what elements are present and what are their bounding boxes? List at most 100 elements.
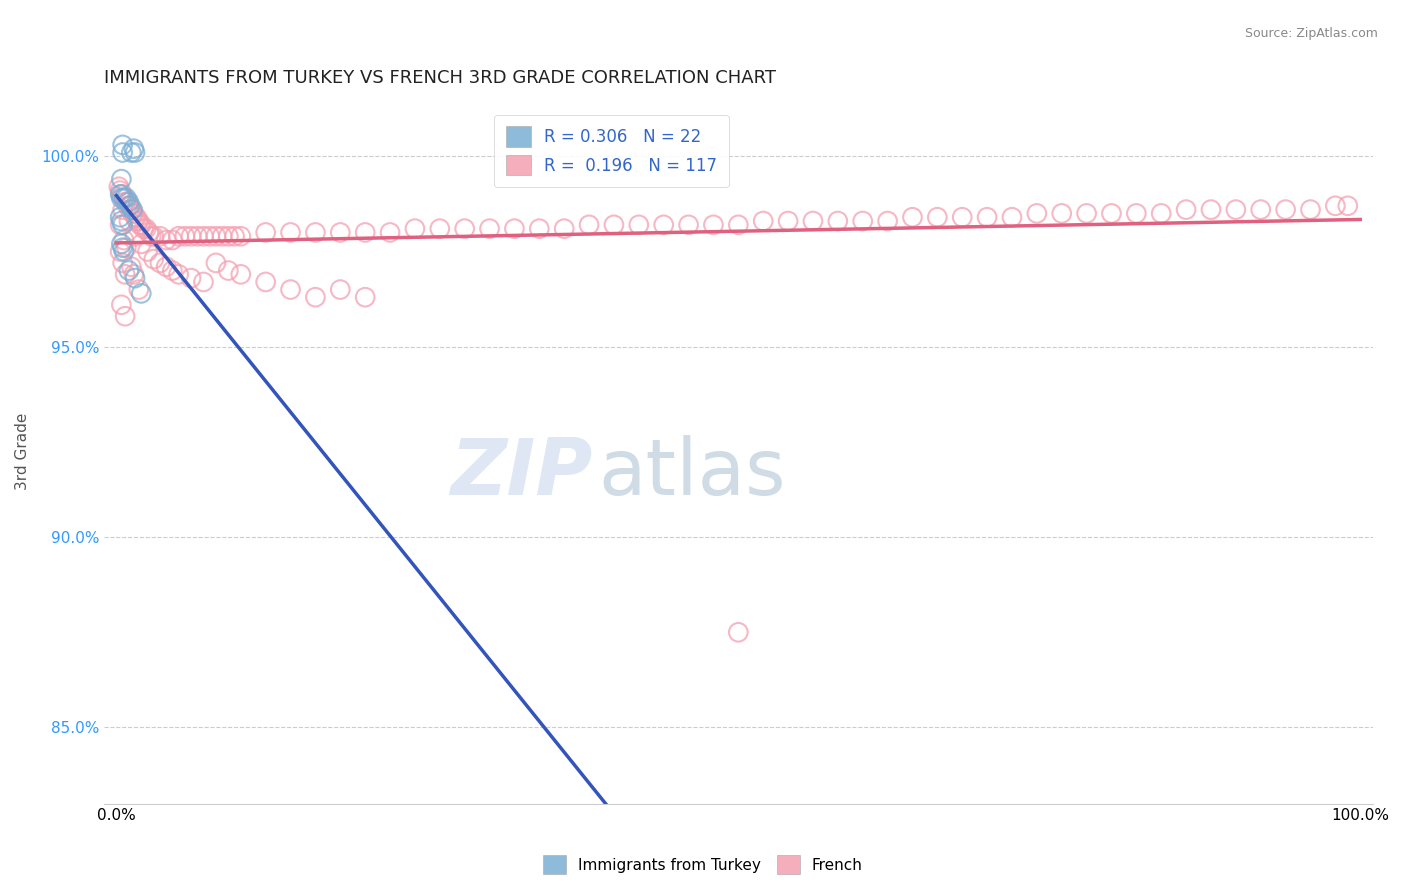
- Point: [553, 221, 575, 235]
- Point: [329, 226, 352, 240]
- Point: [198, 229, 221, 244]
- Point: [112, 191, 135, 205]
- Point: [1337, 199, 1360, 213]
- Point: [120, 202, 142, 217]
- Point: [108, 218, 131, 232]
- Point: [193, 229, 215, 244]
- Point: [167, 229, 190, 244]
- Point: [114, 194, 136, 209]
- Point: [149, 256, 172, 270]
- Point: [142, 229, 165, 244]
- Point: [329, 283, 352, 297]
- Point: [155, 233, 177, 247]
- Point: [155, 260, 177, 274]
- Point: [1150, 206, 1173, 220]
- Point: [1175, 202, 1198, 217]
- Point: [118, 214, 141, 228]
- Point: [125, 211, 148, 225]
- Point: [132, 221, 155, 235]
- Point: [702, 218, 724, 232]
- Point: [603, 218, 626, 232]
- Y-axis label: 3rd Grade: 3rd Grade: [15, 413, 30, 490]
- Point: [224, 229, 246, 244]
- Point: [727, 218, 749, 232]
- Point: [503, 221, 526, 235]
- Point: [110, 214, 132, 228]
- Point: [115, 191, 138, 205]
- Point: [141, 229, 163, 244]
- Point: [120, 199, 142, 213]
- Legend: Immigrants from Turkey, French: Immigrants from Turkey, French: [537, 849, 869, 880]
- Point: [110, 187, 132, 202]
- Point: [149, 229, 172, 244]
- Point: [186, 229, 208, 244]
- Point: [120, 260, 142, 274]
- Point: [111, 218, 134, 232]
- Point: [111, 202, 134, 217]
- Point: [121, 206, 143, 220]
- Point: [118, 194, 141, 209]
- Point: [117, 199, 139, 213]
- Point: [852, 214, 875, 228]
- Point: [127, 214, 149, 228]
- Point: [429, 221, 451, 235]
- Point: [124, 271, 146, 285]
- Point: [122, 206, 145, 220]
- Point: [354, 290, 377, 304]
- Point: [173, 229, 195, 244]
- Point: [112, 244, 135, 259]
- Point: [115, 194, 138, 209]
- Point: [124, 229, 146, 244]
- Point: [1125, 206, 1147, 220]
- Point: [1076, 206, 1098, 220]
- Point: [108, 179, 131, 194]
- Point: [136, 244, 159, 259]
- Point: [110, 191, 132, 205]
- Point: [124, 211, 146, 225]
- Point: [1101, 206, 1123, 220]
- Point: [627, 218, 650, 232]
- Point: [129, 236, 152, 251]
- Point: [1299, 202, 1322, 217]
- Point: [752, 214, 775, 228]
- Point: [678, 218, 700, 232]
- Point: [114, 268, 136, 282]
- Point: [120, 202, 142, 217]
- Point: [778, 214, 800, 228]
- Point: [1250, 202, 1272, 217]
- Point: [193, 275, 215, 289]
- Point: [727, 625, 749, 640]
- Legend: R = 0.306   N = 22, R =  0.196   N = 117: R = 0.306 N = 22, R = 0.196 N = 117: [494, 114, 728, 187]
- Point: [118, 199, 141, 213]
- Point: [111, 145, 134, 160]
- Point: [254, 226, 277, 240]
- Point: [927, 211, 949, 225]
- Point: [135, 221, 157, 235]
- Point: [478, 221, 501, 235]
- Point: [111, 241, 134, 255]
- Point: [129, 218, 152, 232]
- Point: [254, 275, 277, 289]
- Point: [122, 142, 145, 156]
- Point: [108, 211, 131, 225]
- Text: Source: ZipAtlas.com: Source: ZipAtlas.com: [1244, 27, 1378, 40]
- Point: [122, 268, 145, 282]
- Point: [1274, 202, 1296, 217]
- Point: [129, 286, 152, 301]
- Point: [167, 268, 190, 282]
- Point: [1001, 211, 1024, 225]
- Point: [115, 241, 138, 255]
- Point: [378, 226, 401, 240]
- Point: [529, 221, 551, 235]
- Point: [229, 229, 252, 244]
- Point: [205, 229, 228, 244]
- Point: [180, 271, 202, 285]
- Point: [124, 145, 146, 160]
- Point: [110, 236, 132, 251]
- Point: [229, 268, 252, 282]
- Point: [876, 214, 898, 228]
- Point: [112, 191, 135, 205]
- Point: [1050, 206, 1073, 220]
- Point: [404, 221, 426, 235]
- Point: [901, 211, 924, 225]
